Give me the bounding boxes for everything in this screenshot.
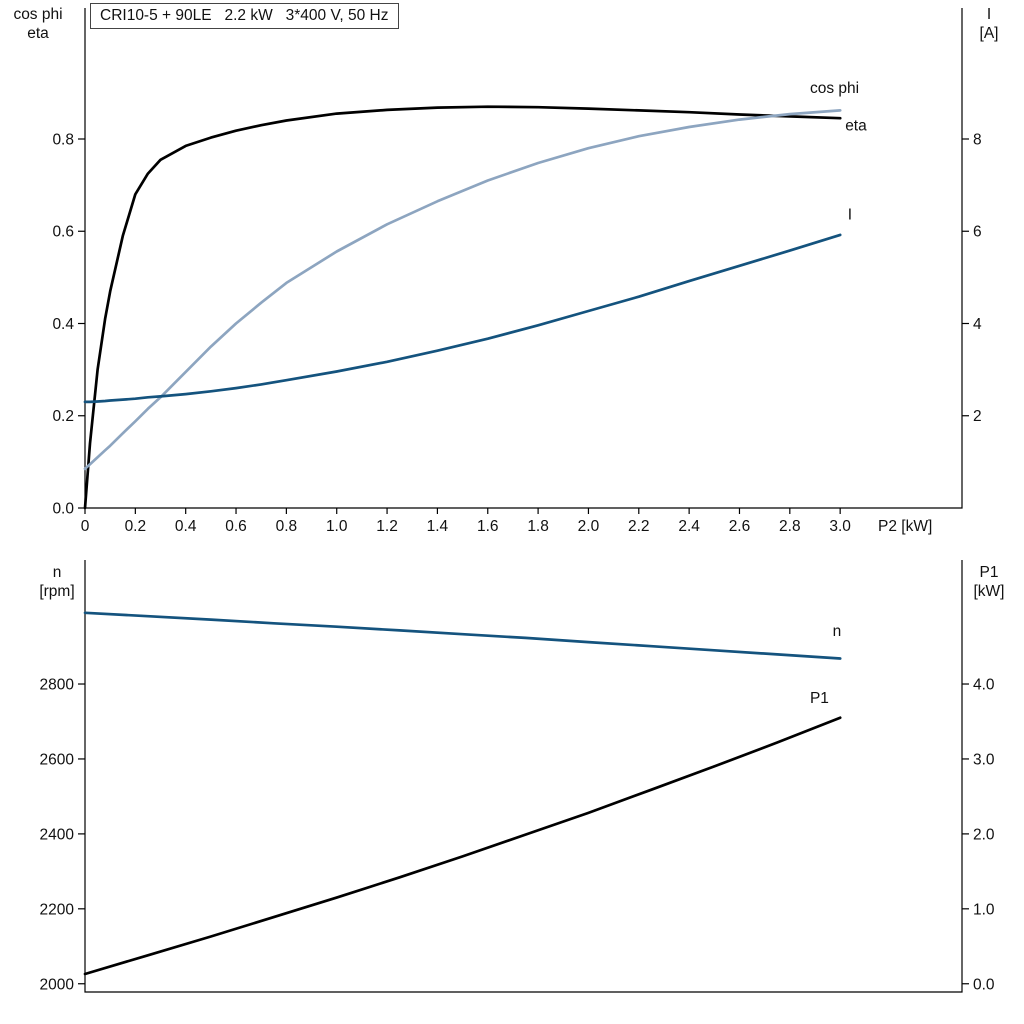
tick-label: 2600	[40, 751, 75, 768]
tick-label: 1.0	[326, 518, 348, 535]
series-label-n: n	[833, 623, 842, 640]
series-label-eta: eta	[845, 118, 867, 135]
tick-label: 1.2	[376, 518, 398, 535]
series-curve-I	[83, 233, 842, 404]
tick-label: 0.4	[52, 316, 74, 333]
upper-right-axis-title: I [A]	[979, 6, 999, 42]
tick-label: 2.0	[578, 518, 600, 535]
chart-0-axes	[84, 8, 963, 509]
tick-label: 0.0	[973, 976, 995, 993]
tick-label: 2200	[40, 901, 75, 918]
tick-label: 4.0	[973, 677, 995, 694]
tick-label: 2.8	[779, 518, 801, 535]
tick-label: 3.0	[973, 751, 995, 768]
tick-label: 4	[973, 316, 982, 333]
series-label-cos-phi: cos phi	[810, 80, 859, 97]
tick-label: 2	[973, 408, 982, 425]
tick-label: 0	[81, 518, 90, 535]
tick-label: 0.8	[276, 518, 298, 535]
tick-label: 3.0	[829, 518, 851, 535]
tick-label: 2.0	[973, 826, 995, 843]
x-axis-label: P2 [kW]	[878, 518, 932, 535]
tick-label: 6	[973, 224, 982, 241]
tick-label: 1.4	[427, 518, 449, 535]
lower-left-axis-title: n [rpm]	[39, 564, 75, 600]
series-curve-eta	[83, 105, 842, 510]
tick-label: 2000	[40, 976, 75, 993]
chart-1-axes	[84, 560, 963, 993]
tick-label: 8	[973, 131, 982, 148]
tick-label: 2.2	[628, 518, 650, 535]
series-label-I: I	[848, 207, 852, 224]
series-curve-n	[83, 611, 842, 660]
series-label-P1: P1	[810, 690, 829, 707]
tick-label: 1.0	[973, 901, 995, 918]
tick-label: 1.6	[477, 518, 499, 535]
tick-label: 2400	[40, 826, 75, 843]
tick-label: 0.8	[52, 131, 74, 148]
tick-label: 0.2	[125, 518, 147, 535]
tick-label: 2.4	[678, 518, 700, 535]
tick-label: 0.0	[52, 501, 74, 518]
tick-label: 0.6	[225, 518, 247, 535]
series-curve-P1	[83, 716, 842, 976]
tick-label: 0.4	[175, 518, 197, 535]
series-curve-cos-phi	[83, 109, 842, 471]
tick-label: 1.8	[527, 518, 549, 535]
chart-title: CRI10-5 + 90LE 2.2 kW 3*400 V, 50 Hz	[90, 3, 399, 29]
tick-label: 0.2	[52, 408, 74, 425]
upper-left-axis-title: cos phi eta	[13, 6, 63, 42]
lower-right-axis-title: P1 [kW]	[973, 564, 1005, 600]
tick-label: 2800	[40, 677, 75, 694]
tick-label: 0.6	[52, 224, 74, 241]
tick-label: 2.6	[729, 518, 751, 535]
